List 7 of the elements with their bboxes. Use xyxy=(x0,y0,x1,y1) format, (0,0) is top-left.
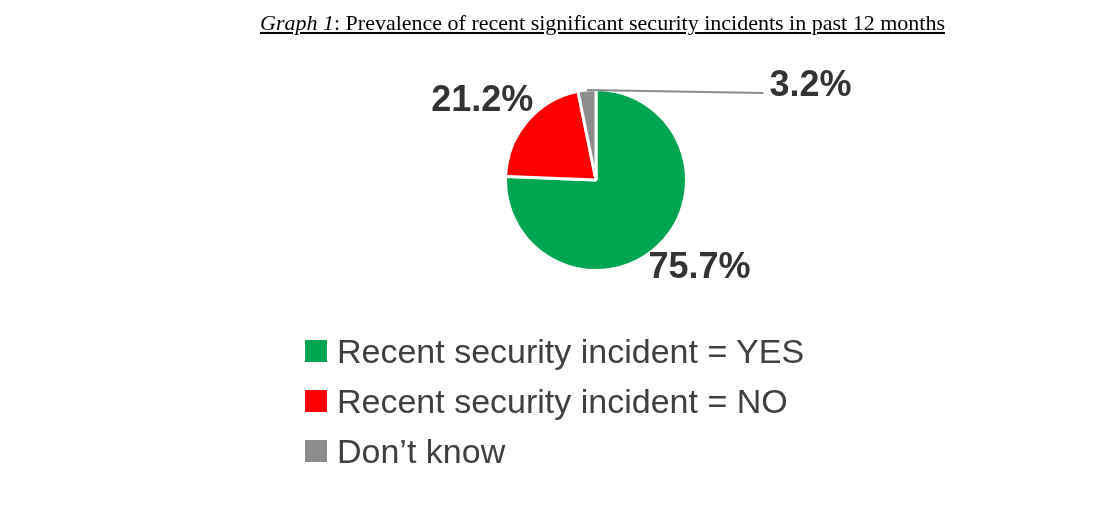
data-label: 3.2% xyxy=(769,62,852,104)
legend-label: Recent security incident = YES xyxy=(337,331,805,371)
data-label: 75.7% xyxy=(648,244,751,286)
legend-label: Don’t know xyxy=(337,431,506,471)
chart-title: Graph 1: Prevalence of recent significant security incidents in past 12 months xyxy=(260,10,945,35)
legend-label: Recent security incident = NO xyxy=(337,381,788,421)
data-label: 21.2% xyxy=(431,77,534,119)
